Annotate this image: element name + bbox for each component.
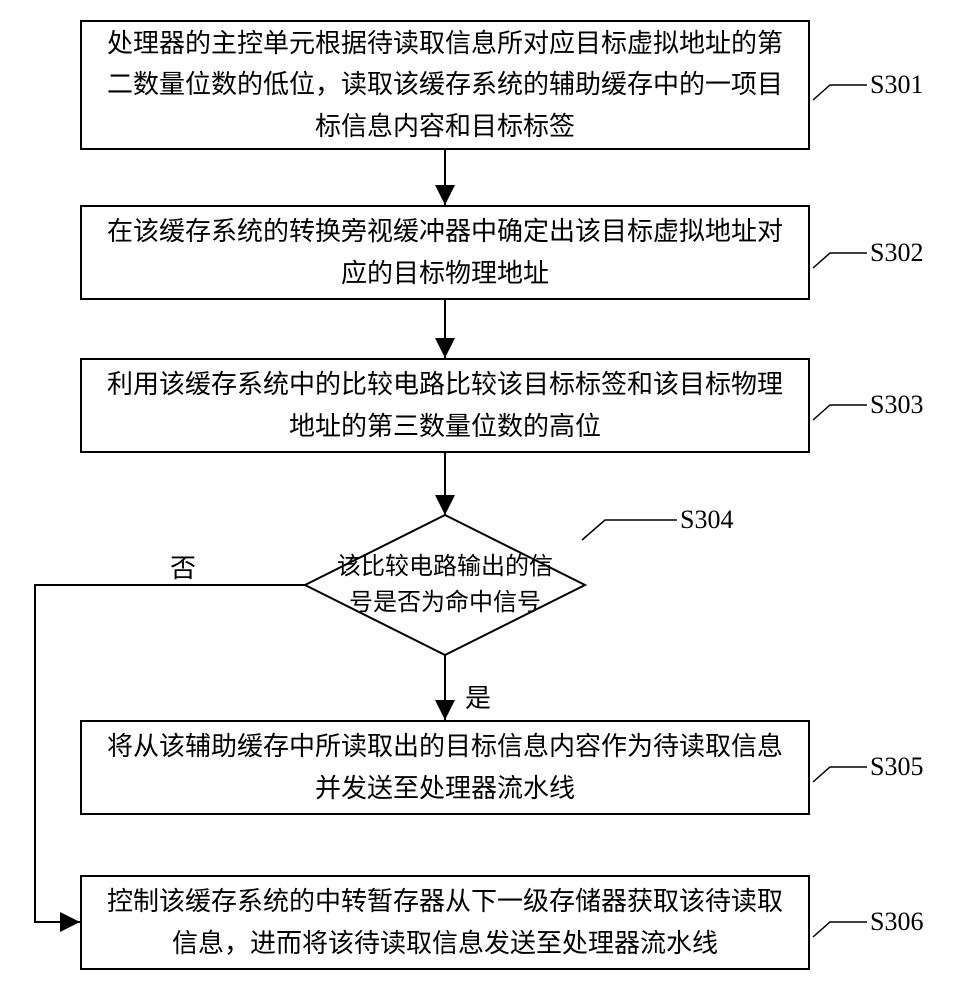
decision-text: 该比较电路输出的信号是否为命中信号 <box>330 545 560 625</box>
step-s305: 将从该辅助缓存中所读取出的目标信息内容作为待读取信息并发送至处理器流水线 <box>80 720 810 815</box>
step-text: 控制该缓存系统的中转暂存器从下一级存储器获取该待读取信息，进而将该待读取信息发送… <box>102 881 788 964</box>
step-text: 将从该辅助缓存中所读取出的目标信息内容作为待读取信息并发送至处理器流水线 <box>102 726 788 809</box>
step-label-s301: S301 <box>870 70 923 100</box>
diamond-svg <box>0 0 973 1000</box>
step-s306: 控制该缓存系统的中转暂存器从下一级存储器获取该待读取信息，进而将该待读取信息发送… <box>80 875 810 970</box>
step-s302: 在该缓存系统的转换旁视缓冲器中确定出该目标虚拟地址对应的目标物理地址 <box>80 205 810 300</box>
step-label-s302: S302 <box>870 238 923 268</box>
step-s301: 处理器的主控单元根据待读取信息所对应目标虚拟地址的第二数量位数的低位，读取该缓存… <box>80 20 810 150</box>
step-text: 利用该缓存系统中的比较电路比较该目标标签和该目标物理地址的第三数量位数的高位 <box>102 364 788 447</box>
edge-label-yes: 是 <box>465 678 491 715</box>
edge-label-no: 否 <box>170 548 196 585</box>
step-label-s303: S303 <box>870 390 923 420</box>
edges-svg <box>0 0 973 1000</box>
step-label-s305: S305 <box>870 752 923 782</box>
step-label-s306: S306 <box>870 907 923 937</box>
step-label-s304: S304 <box>680 505 733 535</box>
step-text: 在该缓存系统的转换旁视缓冲器中确定出该目标虚拟地址对应的目标物理地址 <box>102 211 788 294</box>
step-text: 处理器的主控单元根据待读取信息所对应目标虚拟地址的第二数量位数的低位，读取该缓存… <box>102 23 788 148</box>
step-s303: 利用该缓存系统中的比较电路比较该目标标签和该目标物理地址的第三数量位数的高位 <box>80 358 810 453</box>
